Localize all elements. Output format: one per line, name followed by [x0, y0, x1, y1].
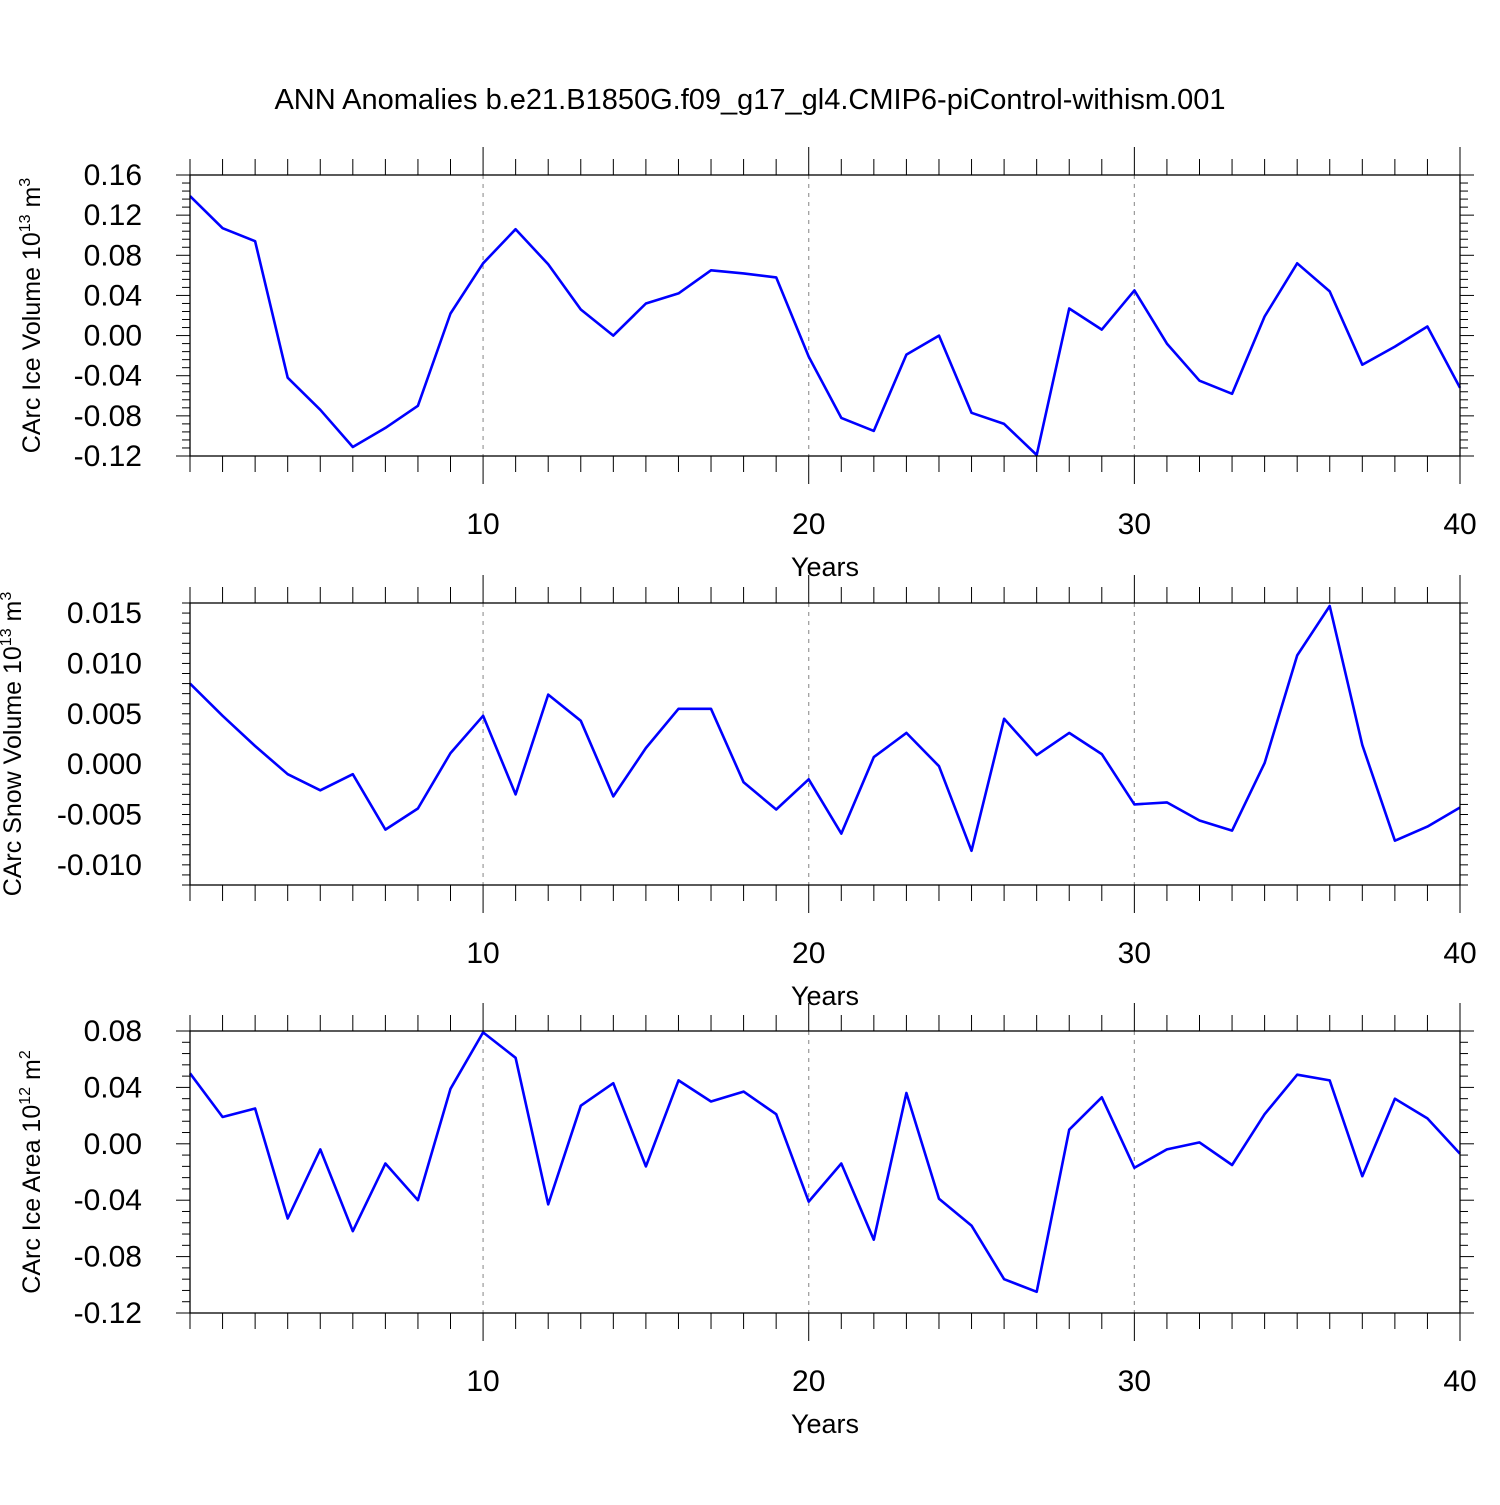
y-tick-label: 0.000: [67, 748, 142, 781]
y-tick-label: 0.08: [84, 1015, 142, 1048]
x-tick-label: 30: [1118, 508, 1151, 541]
x-axis-title: Years: [791, 552, 859, 582]
y-tick-label: -0.04: [74, 360, 142, 393]
x-tick-label: 10: [466, 937, 499, 970]
x-tick-label: 40: [1443, 937, 1476, 970]
y-tick-label: -0.010: [57, 849, 142, 882]
x-tick-label: 40: [1443, 1365, 1476, 1398]
chart-panel-3: -0.12 -0.08 -0.04 0.00 0.04 0.08 10 20 30 40 Years…: [17, 1003, 1477, 1439]
y-axis-title: CArc Ice Volume 1013 m3: [17, 178, 46, 454]
y-tick-label: 0.015: [67, 597, 142, 630]
x-tick-label: 30: [1118, 1365, 1151, 1398]
y-tick-label: -0.08: [74, 1241, 142, 1274]
y-tick-label: -0.04: [74, 1184, 142, 1217]
y-tick-label: -0.12: [74, 440, 142, 473]
figure-title: ANN Anomalies b.e21.B1850G.f09_g17_gl4.C…: [274, 84, 1226, 116]
chart-panel-2: -0.010 -0.005 0.000 0.005 0.010 0.015 10 20 30 40…: [0, 575, 1477, 1011]
series-line: [189, 604, 1461, 853]
y-tick-label: 0.16: [84, 159, 142, 192]
y-tick-label: -0.005: [57, 799, 142, 832]
plot-frame: [189, 1030, 1461, 1314]
x-tick-label: 20: [792, 1365, 825, 1398]
y-tick-label: 0.08: [84, 239, 142, 272]
x-tick-label: 40: [1443, 508, 1476, 541]
y-tick-label: 0.005: [67, 698, 142, 731]
x-tick-label: 10: [466, 508, 499, 541]
series-line: [188, 1031, 1461, 1294]
x-axis-title: Years: [791, 981, 859, 1011]
chart-panel-1: -0.12 -0.08 -0.04 0.00 0.04 0.08 0.12 0.16 10 20 3…: [17, 147, 1477, 582]
x-tick-label: 20: [792, 508, 825, 541]
y-tick-label: 0.00: [84, 1128, 142, 1161]
y-tick-label: -0.12: [74, 1297, 142, 1330]
y-tick-label: 0.010: [67, 647, 142, 680]
y-axis-title: CArc Snow Volume 1013 m3: [0, 592, 27, 897]
x-tick-label: 10: [466, 1365, 499, 1398]
y-tick-label: 0.04: [84, 279, 142, 312]
y-axis-title: CArc Ice Area 1012 m2: [17, 1050, 46, 1294]
plot-frame: [189, 174, 1461, 457]
y-tick-label: -0.08: [74, 400, 142, 433]
x-tick-label: 30: [1118, 937, 1151, 970]
x-tick-label: 20: [792, 937, 825, 970]
x-axis-title: Years: [791, 1409, 859, 1439]
y-tick-label: 0.00: [84, 320, 142, 353]
series-line: [189, 195, 1462, 457]
y-tick-label: 0.12: [84, 199, 142, 232]
y-tick-label: 0.04: [84, 1071, 142, 1104]
